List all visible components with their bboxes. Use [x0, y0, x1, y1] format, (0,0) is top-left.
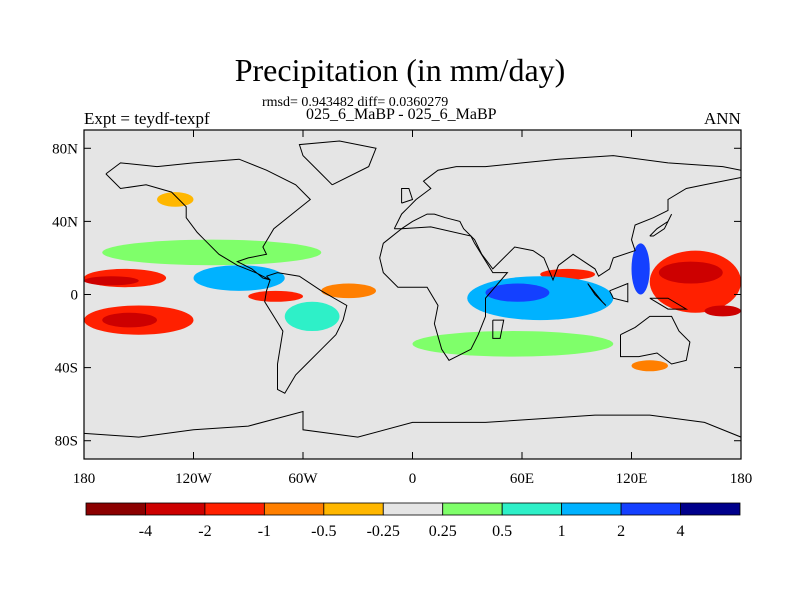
anomaly-region-9: [658, 261, 723, 284]
colorbar-tick-label: -1: [258, 523, 271, 540]
colorbar-swatch: [85, 502, 146, 516]
anomaly-region-13: [485, 283, 550, 302]
colorbar-swatch: [204, 502, 265, 516]
anomaly-region-15: [284, 301, 340, 332]
y-tick-label: 0: [71, 288, 79, 304]
x-tick-label: 180: [730, 471, 753, 487]
colorbar-swatch: [263, 502, 325, 516]
experiment-label: Expt = teydf-texpf: [84, 109, 210, 128]
y-tick-label: 80S: [55, 434, 78, 450]
x-tick-label: 120E: [616, 471, 648, 487]
stats-line: rmsd= 0.943482 diff= 0.0360279: [262, 95, 449, 110]
x-tick-label: 120W: [175, 471, 213, 487]
x-tick-label: 60E: [510, 471, 534, 487]
chart-title: Precipitation (in mm/day): [234, 52, 566, 88]
colorbar-tick-label: -0.5: [311, 523, 336, 540]
coastline-8: [587, 283, 607, 306]
anomaly-region-4: [102, 312, 157, 328]
colorbar-tick-label: 0.5: [492, 523, 512, 540]
coastline-1: [105, 158, 312, 281]
x-tick-label: 0: [409, 471, 417, 487]
colorbar-swatch: [382, 502, 444, 516]
coastline-13: [84, 410, 741, 438]
y-tick-label: 80N: [52, 141, 78, 157]
coastline-3: [298, 140, 377, 186]
coastline-2: [264, 272, 348, 394]
coastline-12: [401, 188, 414, 204]
colorbar-tick-label: -2: [198, 523, 211, 540]
colorbar-swatch: [620, 502, 681, 516]
x-tick-label: 180: [73, 471, 96, 487]
coastline-6: [492, 319, 505, 339]
coastline-5: [379, 226, 509, 361]
colorbar-tick-label: -0.25: [367, 523, 400, 540]
x-tick-label: 60W: [288, 471, 318, 487]
anomaly-regions: [84, 192, 741, 372]
y-tick-label: 40N: [52, 214, 78, 230]
colorbar-tick-label: -4: [139, 523, 152, 540]
anomaly-region-19: [631, 360, 668, 372]
cases-line: 025_6_MaBP - 025_6_MaBP: [306, 106, 497, 123]
colorbar-tick-label: 0.25: [429, 523, 457, 540]
anomaly-region-6: [321, 283, 376, 299]
anomaly-region-14: [631, 243, 650, 295]
anomaly-region-11: [193, 265, 285, 291]
colorbar-swatch: [680, 502, 741, 516]
anomaly-region-18: [157, 192, 194, 207]
colorbar-swatch: [501, 502, 563, 516]
colorbar-swatch: [442, 502, 503, 516]
anomaly-region-10: [704, 305, 741, 317]
y-tick-label: 40S: [55, 361, 78, 377]
axes: 180 120W 60W 0 60E 120E 180 80N 40N 0 40S 80S: [52, 130, 752, 487]
season-label: ANN: [704, 109, 741, 128]
coastlines: [84, 140, 741, 438]
coastline-10: [649, 297, 689, 310]
colorbar-tick-label: 4: [677, 523, 685, 540]
colorbar-swatch: [145, 502, 206, 516]
anomaly-region-5: [248, 290, 303, 302]
coastline-7: [620, 315, 691, 365]
colorbar-tick-label: 1: [558, 523, 566, 540]
colorbar-swatch: [561, 502, 622, 516]
coastline-11: [649, 213, 673, 237]
anomaly-region-16: [412, 331, 614, 357]
anomaly-region-17: [102, 239, 322, 266]
anomaly-region-2: [84, 276, 139, 286]
coastline-9: [609, 282, 629, 303]
map-background: [84, 130, 741, 459]
colorbar-swatch: [323, 502, 384, 516]
colorbar: -4 -2 -1 -0.5 -0.25 0.25 0.5 1 2 4: [85, 502, 741, 540]
colorbar-tick-label: 2: [617, 523, 625, 540]
